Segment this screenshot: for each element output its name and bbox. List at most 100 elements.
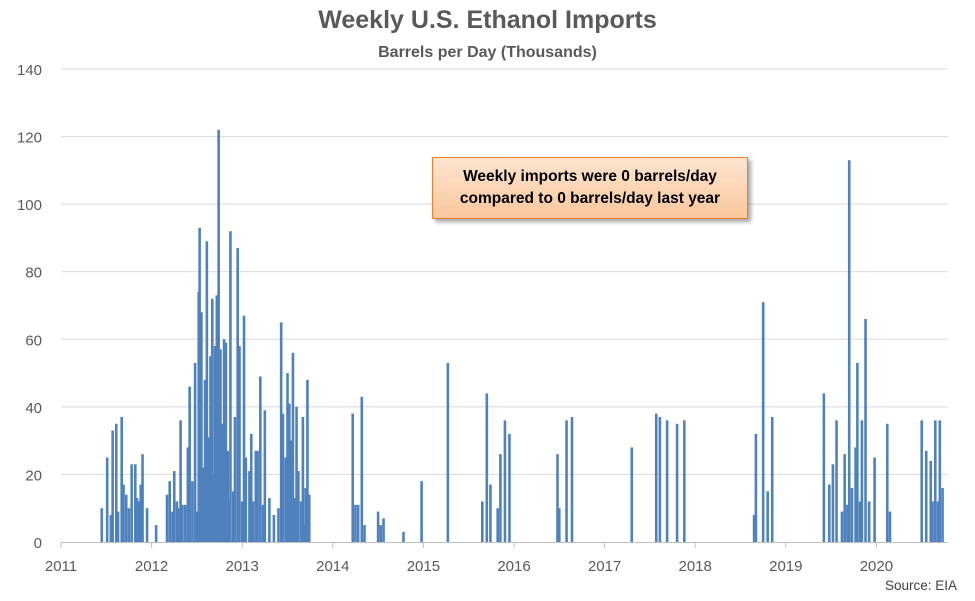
y-tick-label: 60	[25, 332, 42, 349]
bar	[556, 454, 559, 542]
bar	[752, 514, 756, 542]
bar	[168, 481, 172, 542]
bar	[570, 416, 574, 542]
bar	[279, 322, 283, 542]
bar	[175, 501, 179, 542]
bar	[207, 437, 210, 542]
bar	[847, 160, 851, 542]
bar	[933, 420, 937, 542]
bar	[770, 416, 774, 542]
bar	[846, 504, 849, 542]
bar	[288, 403, 291, 542]
bar	[186, 447, 190, 542]
bar	[256, 450, 259, 542]
y-tick-label: 40	[25, 400, 42, 417]
bar	[873, 457, 876, 542]
bar	[211, 298, 214, 542]
bar	[754, 433, 758, 542]
bar	[231, 491, 235, 542]
bar	[120, 416, 124, 542]
chart-subtitle: Barrels per Day (Thousands)	[378, 44, 597, 61]
bar	[124, 494, 128, 542]
bar	[446, 362, 450, 542]
bar	[261, 504, 265, 542]
bar	[558, 508, 561, 542]
bar	[827, 484, 831, 542]
bar	[856, 362, 859, 542]
x-tick-label: 2019	[769, 558, 802, 575]
bar	[165, 494, 169, 542]
bar	[188, 386, 191, 542]
bar	[171, 511, 174, 542]
bar	[183, 504, 187, 542]
bar	[867, 501, 871, 542]
bar	[233, 416, 237, 542]
bar	[242, 315, 246, 542]
bar	[127, 508, 131, 542]
bar	[205, 241, 209, 543]
bar	[122, 484, 125, 542]
bar	[843, 454, 846, 542]
bar	[286, 373, 289, 542]
bar	[130, 464, 133, 542]
bar	[226, 450, 230, 542]
bar	[238, 346, 241, 542]
bar	[565, 420, 568, 542]
bar	[835, 420, 838, 542]
bar	[888, 511, 892, 542]
bar	[111, 430, 114, 542]
bar	[920, 420, 923, 542]
bar	[277, 508, 280, 542]
x-tick-label: 2016	[497, 558, 530, 575]
bar	[105, 457, 109, 542]
bar	[217, 129, 220, 543]
bar	[499, 454, 502, 542]
bar	[220, 423, 224, 542]
bar	[885, 423, 889, 542]
bar	[263, 410, 267, 542]
bar	[683, 420, 686, 542]
bar	[179, 420, 182, 542]
bar	[249, 433, 253, 542]
bar	[854, 447, 857, 542]
source-note: Source: EIA	[884, 578, 957, 593]
bar	[236, 248, 239, 543]
x-tick-label: 2013	[226, 558, 259, 575]
bar	[203, 379, 207, 542]
bar	[289, 440, 293, 542]
bar	[822, 393, 826, 542]
bar	[219, 349, 222, 542]
bar	[379, 525, 383, 542]
bar	[858, 501, 862, 542]
bar	[938, 420, 942, 542]
bar	[281, 413, 285, 542]
bar	[268, 498, 271, 542]
bar	[354, 504, 357, 542]
bar	[658, 416, 662, 542]
annotation-text: Weekly imports were 0 barrels/day compar…	[459, 167, 721, 207]
bar	[200, 312, 203, 542]
bar	[307, 494, 311, 542]
annotation-callout: Weekly imports were 0 barrels/day compar…	[432, 157, 748, 219]
bar	[485, 393, 489, 542]
bar	[116, 511, 120, 542]
bar	[139, 484, 143, 542]
bar	[665, 420, 669, 542]
bar	[291, 352, 295, 542]
bar	[172, 471, 176, 542]
bar	[154, 525, 158, 542]
bar	[503, 420, 507, 542]
bar	[306, 379, 309, 542]
bar	[766, 491, 769, 542]
y-tick-label: 0	[34, 535, 42, 552]
bar	[508, 433, 511, 542]
bar	[304, 487, 307, 542]
bar	[630, 447, 634, 542]
bar	[831, 464, 835, 542]
x-tick-label: 2012	[135, 558, 168, 575]
bar	[376, 511, 380, 542]
bar	[240, 501, 244, 542]
bar	[302, 525, 306, 542]
y-tick-label: 140	[17, 62, 42, 79]
